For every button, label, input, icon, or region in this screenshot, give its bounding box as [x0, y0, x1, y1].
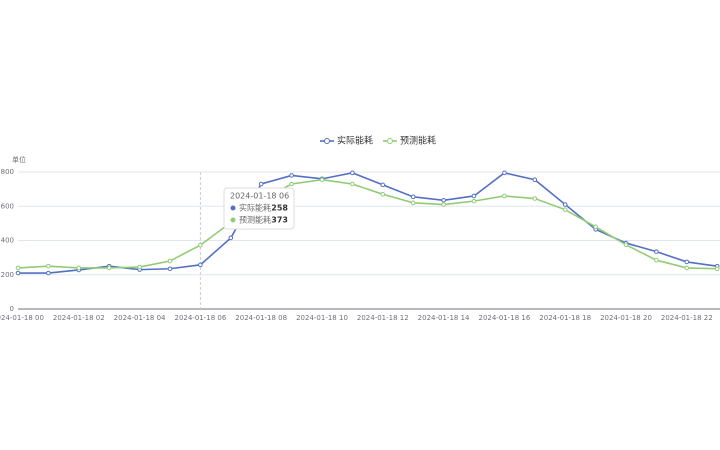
point — [714, 266, 720, 272]
x-tick-label: 2024-01-18 10 — [296, 314, 348, 322]
point — [46, 270, 51, 276]
point — [684, 259, 690, 265]
point — [258, 181, 264, 187]
point — [471, 198, 477, 204]
point — [289, 181, 294, 187]
legend-label: 实际能耗 — [337, 135, 373, 147]
y-tick-label: 200 — [1, 271, 14, 279]
tooltip-value: 373 — [271, 216, 288, 225]
tooltip — [223, 187, 295, 230]
point — [441, 202, 446, 207]
tooltip-name: 实际能耗 — [239, 203, 271, 213]
legend-marker — [387, 138, 393, 144]
point — [532, 177, 538, 183]
tooltip-name: 预测能耗 — [239, 215, 271, 225]
x-tick-label: 2024-01-18 14 — [418, 314, 470, 322]
y-tick-label: 600 — [1, 202, 14, 210]
x-tick-label: 2024-01-18 20 — [600, 314, 652, 322]
x-tick-label: 2024-01-18 00 — [0, 314, 44, 322]
y-tick-label: 400 — [1, 237, 14, 245]
tooltip-value: 258 — [271, 204, 288, 213]
point — [380, 191, 386, 197]
y-tick-label: 0 — [10, 305, 14, 313]
point — [46, 263, 51, 269]
x-tick-label: 2024-01-18 08 — [235, 314, 287, 322]
point — [106, 265, 112, 271]
point — [684, 265, 690, 271]
legend-label: 预测能耗 — [400, 135, 436, 147]
point — [167, 266, 173, 272]
point — [350, 181, 355, 187]
y-axis-label: 单位 — [12, 155, 26, 164]
point — [350, 170, 355, 176]
x-tick-label: 2024-01-18 12 — [357, 314, 409, 322]
x-tick-label: 2024-01-18 06 — [174, 314, 226, 322]
x-tick-label: 2024-01-18 18 — [539, 314, 591, 322]
point — [15, 270, 21, 276]
x-tick-label: 2024-01-18 16 — [478, 314, 530, 322]
point — [654, 257, 659, 263]
point — [410, 194, 416, 200]
x-tick-label: 2024-01-18 22 — [661, 314, 713, 322]
point — [623, 242, 629, 248]
point — [289, 173, 294, 178]
x-tick-label: 2024-01-18 04 — [114, 314, 166, 322]
point — [562, 202, 568, 207]
series-line — [18, 171, 718, 274]
x-tick-label: 2024-01-18 02 — [53, 314, 105, 322]
tooltip-title: 2024-01-18 06 — [230, 192, 289, 201]
plot — [15, 170, 720, 276]
point — [532, 196, 538, 201]
point — [562, 207, 568, 212]
point — [502, 170, 507, 176]
point — [198, 262, 203, 268]
point — [76, 265, 82, 271]
point — [593, 224, 598, 230]
tooltip-marker — [230, 205, 236, 211]
point — [410, 200, 416, 206]
point — [502, 193, 507, 199]
legend-marker — [324, 138, 330, 144]
point — [654, 249, 659, 254]
point — [137, 264, 142, 270]
point — [319, 177, 325, 183]
point — [167, 258, 173, 264]
series-line — [17, 178, 718, 270]
point — [198, 242, 203, 248]
point — [441, 197, 446, 203]
y-tick-label: 800 — [1, 168, 14, 176]
tooltip-marker — [230, 217, 236, 223]
point — [471, 193, 477, 199]
point — [15, 265, 21, 271]
point — [228, 235, 234, 241]
point — [380, 182, 386, 188]
